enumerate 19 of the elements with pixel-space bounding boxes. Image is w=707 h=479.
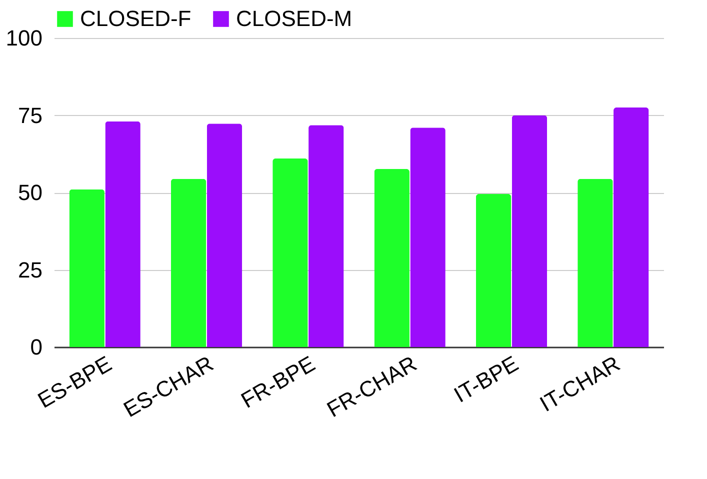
y-tick-label: 50 xyxy=(18,180,42,205)
bar xyxy=(170,178,206,347)
y-tick-label: 100 xyxy=(6,26,42,50)
bar xyxy=(308,125,344,347)
bar xyxy=(374,169,410,347)
bar xyxy=(69,189,104,347)
legend-label: CLOSED-M xyxy=(236,6,352,31)
bar xyxy=(410,128,446,347)
y-tick-label: 75 xyxy=(18,102,42,128)
y-tick-label: 25 xyxy=(18,257,42,282)
bar xyxy=(105,121,140,347)
bar xyxy=(614,108,649,347)
bar xyxy=(476,194,512,347)
bar xyxy=(206,124,242,347)
y-tick-label: 0 xyxy=(30,334,42,360)
legend-label: CLOSED-F xyxy=(80,6,192,31)
bar xyxy=(512,115,548,347)
bar xyxy=(578,178,613,347)
bar xyxy=(272,158,308,347)
